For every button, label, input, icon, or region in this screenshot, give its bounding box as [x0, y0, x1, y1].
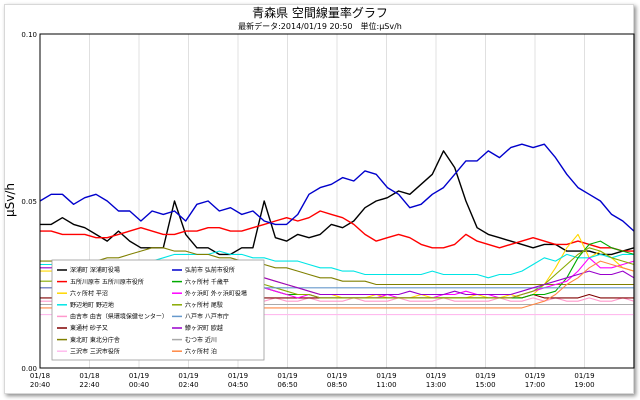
legend-label: 外ヶ浜町 外ヶ浜町役場	[185, 289, 247, 297]
legend-label: むつ市 近川	[185, 336, 217, 344]
x-tick-date: 01/18	[79, 372, 99, 380]
x-tick-date: 01/19	[475, 372, 495, 380]
legend-label: 六ヶ所村 千歳平	[185, 278, 229, 286]
plot-area-border	[39, 33, 635, 369]
x-tick-time: 15:00	[475, 381, 495, 389]
x-tick-time: 19:00	[574, 381, 594, 389]
chart-subtitle: 最新データ:2014/01/19 20:50 単位:μSv/h	[238, 21, 402, 31]
legend-label: 弘前市 弘前市役所	[185, 266, 235, 274]
legend-label: 八戸市 八戸市庁	[185, 313, 229, 321]
x-tick-time: 13:00	[426, 381, 446, 389]
x-tick-time: 08:50	[327, 381, 347, 389]
legend-label: 五所川原市 五所川原市役所	[70, 278, 144, 286]
series-line	[40, 210, 634, 252]
x-tick-time: 11:00	[376, 381, 396, 389]
x-tick-time: 04:50	[228, 381, 248, 389]
x-tick-time: 17:00	[525, 381, 545, 389]
legend-label: 東北町 東北分庁舎	[70, 336, 120, 344]
chart-title: 青森県 空間線量率グラフ	[252, 5, 388, 20]
x-tick-time: 06:50	[277, 381, 297, 389]
x-tick-time: 00:40	[129, 381, 149, 389]
x-tick-date: 01/19	[129, 372, 149, 380]
legend-label: 三沢市 三沢市役所	[70, 347, 120, 355]
legend-label: 鯵ヶ沢町 欧越	[185, 324, 223, 332]
legend-box	[51, 259, 265, 361]
series-line	[39, 143, 635, 232]
x-axis-ticks: 01/1820:4001/1822:4001/1900:4001/1902:40…	[30, 372, 595, 389]
y-tick-label: 0.10	[21, 31, 37, 39]
series-line	[40, 247, 634, 286]
legend-label: 六ヶ所村 泊	[185, 347, 217, 355]
y-axis-label: μSv/h	[3, 183, 17, 217]
x-tick-date: 01/19	[426, 372, 446, 380]
legend-label: 野辺地町 野辺地	[70, 301, 114, 309]
legend-label: 六ヶ所村 平沼	[70, 289, 108, 297]
x-tick-date: 01/19	[574, 372, 594, 380]
x-tick-time: 20:40	[30, 381, 50, 389]
x-tick-date: 01/19	[178, 372, 198, 380]
series-line	[40, 150, 635, 256]
legend-label: 深浦町 深浦町役場	[70, 266, 120, 274]
x-tick-time: 22:40	[79, 381, 99, 389]
x-tick-date: 01/19	[327, 372, 347, 380]
x-tick-date: 01/19	[228, 372, 248, 380]
x-tick-time: 02:40	[178, 381, 198, 389]
y-tick-label: 0.00	[21, 365, 37, 373]
x-tick-date: 01/18	[30, 372, 50, 380]
legend-label: 六ヶ所村 尾駮	[185, 301, 223, 309]
legend-label: 東通村 砂子又	[70, 324, 108, 332]
legend-label: 由吉市 由吉（県環境保健センター）	[70, 313, 168, 321]
y-axis-ticks: 0.00 0.05 0.10	[21, 31, 37, 373]
x-tick-date: 01/19	[277, 372, 297, 380]
x-tick-date: 01/19	[525, 372, 545, 380]
y-tick-label: 0.05	[21, 198, 37, 206]
x-tick-date: 01/19	[376, 372, 396, 380]
